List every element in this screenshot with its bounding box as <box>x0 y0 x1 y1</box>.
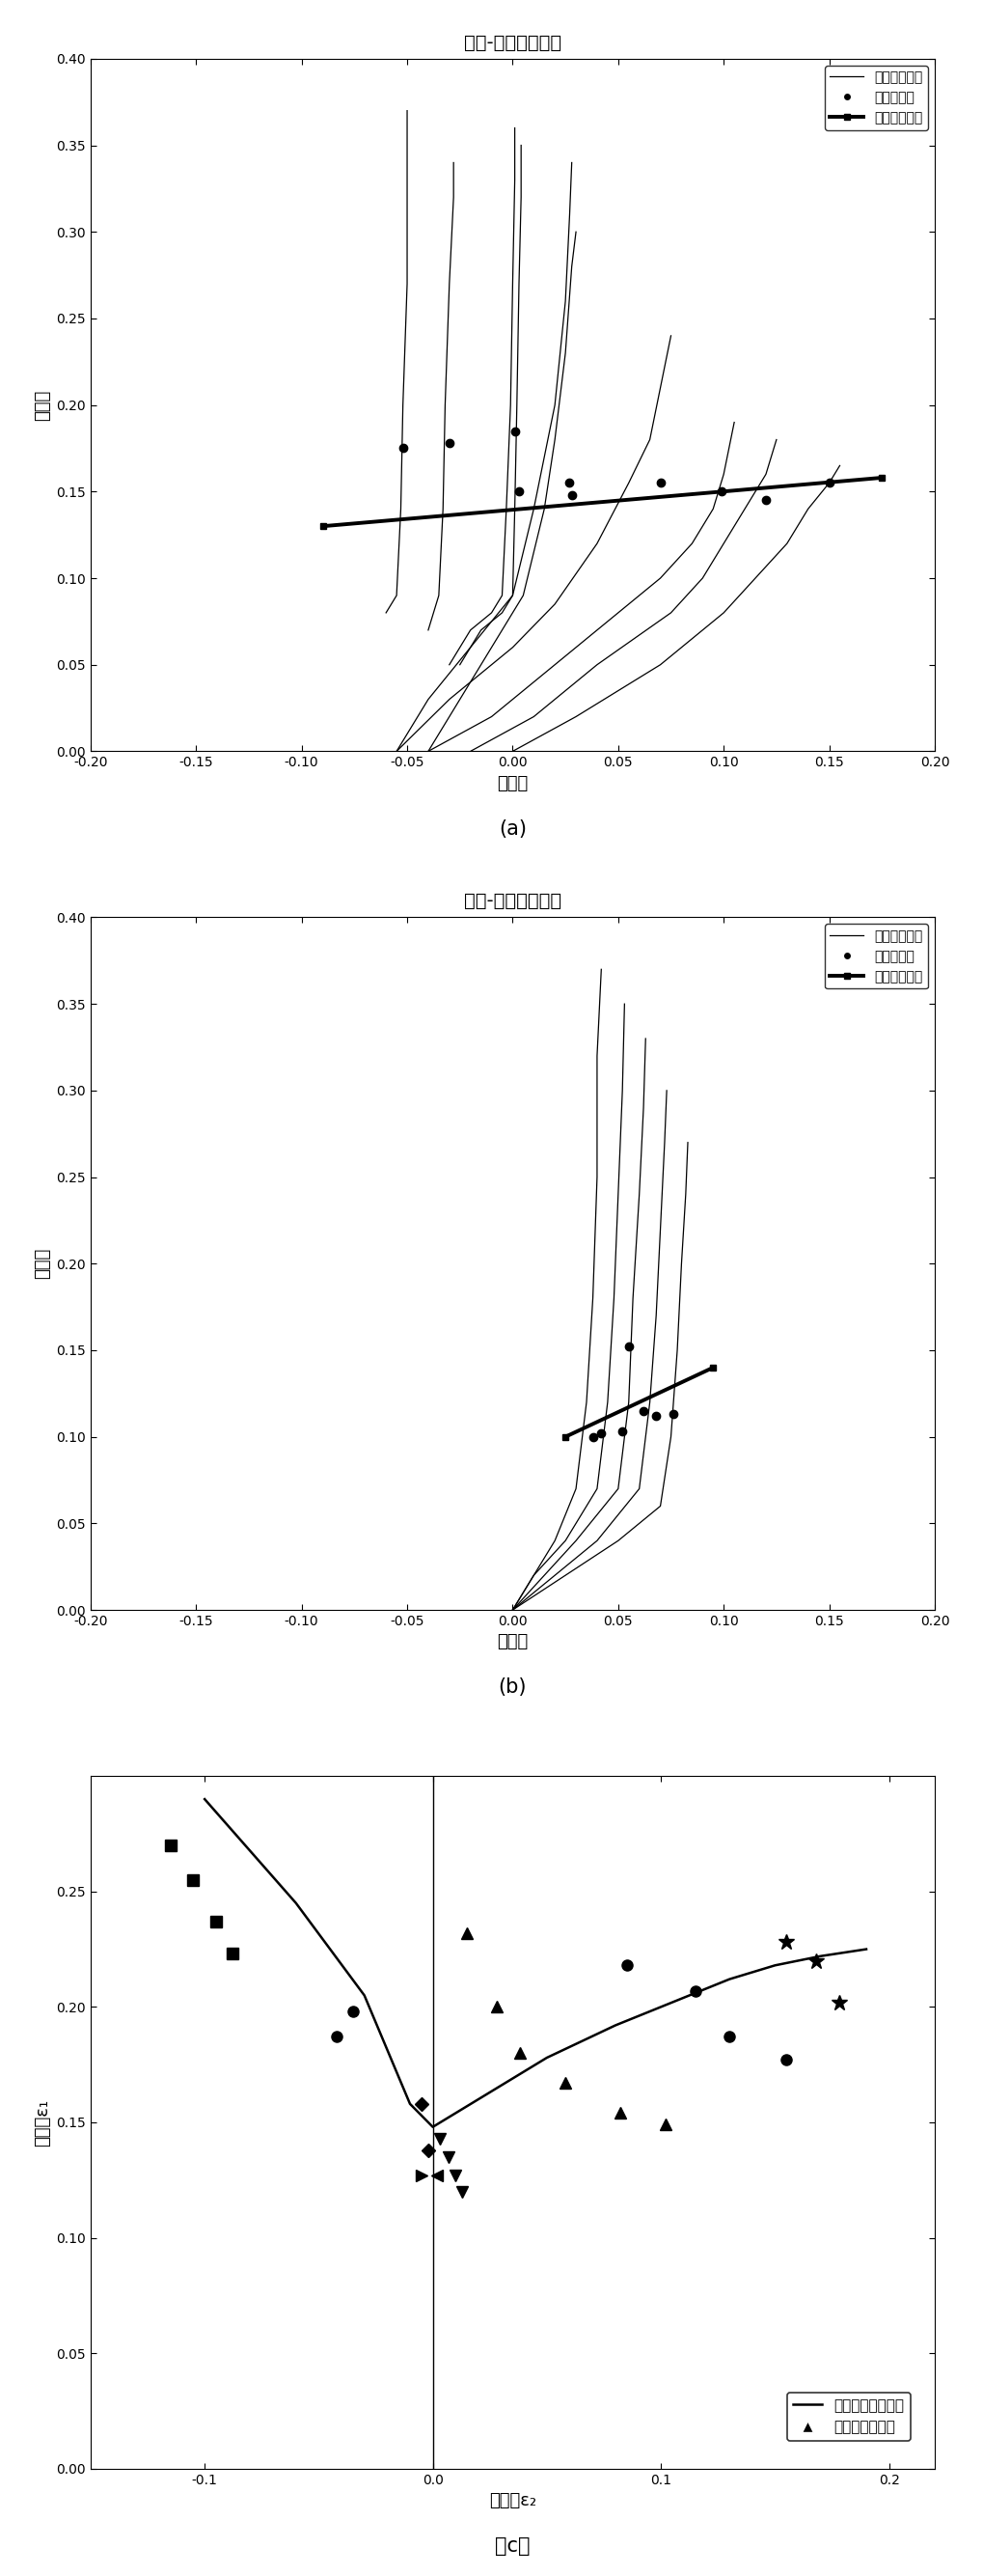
Legend: 实验应变路径, 极限点位置, 极限拟合曲线: 实验应变路径, 极限点位置, 极限拟合曲线 <box>825 64 928 129</box>
X-axis label: 次应变: 次应变 <box>497 1633 528 1651</box>
Text: (a): (a) <box>498 819 527 837</box>
X-axis label: 次应变ε₂: 次应变ε₂ <box>489 2491 537 2509</box>
Title: 双拉-双拉应变路径: 双拉-双拉应变路径 <box>464 891 561 909</box>
Legend: 传统成形极限曲线, 实验破裂极限点: 传统成形极限曲线, 实验破裂极限点 <box>787 2393 910 2439</box>
Y-axis label: 主应变ε₁: 主应变ε₁ <box>33 2099 51 2146</box>
Y-axis label: 主应变: 主应变 <box>33 1249 51 1280</box>
Legend: 实验应变路径, 极限点位置, 极限拟合曲线: 实验应变路径, 极限点位置, 极限拟合曲线 <box>825 925 928 989</box>
Text: (b): (b) <box>498 1677 527 1698</box>
Y-axis label: 主应变: 主应变 <box>33 389 51 420</box>
X-axis label: 次应变: 次应变 <box>497 775 528 793</box>
Title: 单拉-双拉应变路径: 单拉-双拉应变路径 <box>464 33 561 52</box>
Text: （c）: （c） <box>495 2537 530 2555</box>
